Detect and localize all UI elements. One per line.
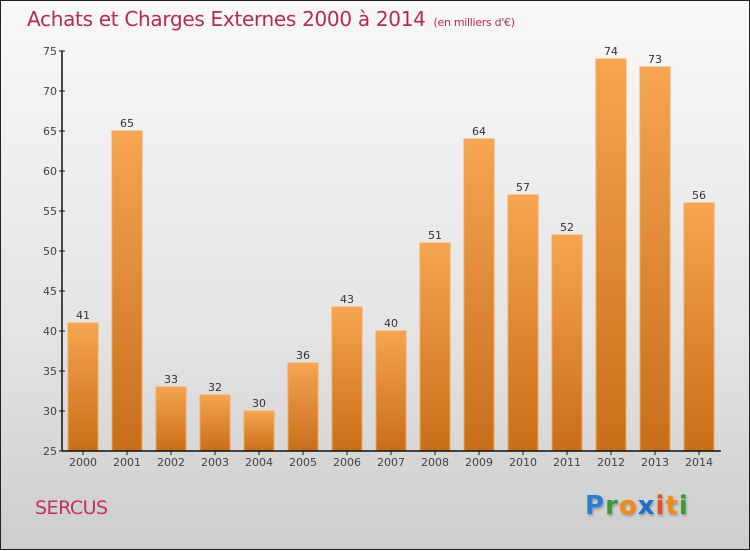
commune-name: SERCUS <box>35 497 108 519</box>
data-label-2011: 52 <box>560 221 574 234</box>
bar-2005 <box>287 362 319 452</box>
x-tick-label-2014: 2014 <box>685 456 713 469</box>
logo-letter: o <box>618 491 638 521</box>
data-label-2002: 33 <box>164 373 178 386</box>
x-tick-label-2003: 2003 <box>201 456 229 469</box>
x-tick-label-2012: 2012 <box>597 456 625 469</box>
bar-2000 <box>67 322 99 452</box>
logo-letter: i <box>678 491 689 521</box>
x-tick-label-2009: 2009 <box>465 456 493 469</box>
x-tick-label-2006: 2006 <box>333 456 361 469</box>
x-tick-label-2005: 2005 <box>289 456 317 469</box>
y-tick-label-50: 50 <box>43 245 57 258</box>
bars-group: 41 65 33 32 30 36 43 40 51 64 57 52 74 73 56 <box>67 45 715 452</box>
data-label-2001: 65 <box>120 117 134 130</box>
data-label-2005: 36 <box>296 349 310 362</box>
y-tick-label-55: 55 <box>43 205 57 218</box>
bar-2013 <box>639 66 671 452</box>
data-label-2010: 57 <box>516 181 530 194</box>
logo-letter: r <box>605 491 619 521</box>
logo-letter: P <box>585 491 606 521</box>
bar-2008 <box>419 242 451 452</box>
data-label-2009: 64 <box>472 125 486 138</box>
bar-2007 <box>375 330 407 452</box>
logo-letter: x <box>637 491 656 521</box>
data-label-2003: 32 <box>208 381 222 394</box>
x-tick-label-2004: 2004 <box>245 456 273 469</box>
data-label-2014: 56 <box>692 189 706 202</box>
bar-2003 <box>199 394 231 452</box>
y-tick-label-45: 45 <box>43 285 57 298</box>
bar-2001 <box>111 130 143 452</box>
x-tick-label-2011: 2011 <box>553 456 581 469</box>
y-tick-label-30: 30 <box>43 405 57 418</box>
data-label-2013: 73 <box>648 53 662 66</box>
y-tick-label-70: 70 <box>43 85 57 98</box>
chart-title: Achats et Charges Externes 2000 à 2014 (e… <box>27 7 515 31</box>
x-tick-label-2007: 2007 <box>377 456 405 469</box>
bar-2011 <box>551 234 583 452</box>
unit-label: (en milliers d'€) <box>433 16 515 29</box>
y-tick-label-40: 40 <box>43 325 57 338</box>
y-tick-label-25: 25 <box>43 445 57 458</box>
data-label-2007: 40 <box>384 317 398 330</box>
y-tick-label-65: 65 <box>43 125 57 138</box>
logo-letter: i <box>655 491 666 521</box>
bar-2004 <box>243 410 275 452</box>
bar-2012 <box>595 58 627 452</box>
x-tick-label-2013: 2013 <box>641 456 669 469</box>
data-label-2006: 43 <box>340 293 354 306</box>
bar-2010 <box>507 194 539 452</box>
bar-2006 <box>331 306 363 452</box>
title-text: Achats et Charges Externes 2000 à 2014 <box>27 7 426 31</box>
y-tick-label-75: 75 <box>43 45 57 58</box>
axes-group: 2000 2001 2002 2003 2004 2005 2006 2007 2008 2009… <box>43 45 721 469</box>
x-tick-label-2000: 2000 <box>69 456 97 469</box>
logo-letter: t <box>665 491 679 521</box>
x-tick-label-2002: 2002 <box>157 456 185 469</box>
data-label-2004: 30 <box>252 397 266 410</box>
proxiti-logo: Proxiti <box>585 491 689 521</box>
x-tick-label-2010: 2010 <box>509 456 537 469</box>
y-tick-label-60: 60 <box>43 165 57 178</box>
data-label-2012: 74 <box>604 45 618 58</box>
bar-2002 <box>155 386 187 452</box>
bar-2009 <box>463 138 495 452</box>
data-label-2008: 51 <box>428 229 442 242</box>
data-label-2000: 41 <box>76 309 90 322</box>
y-tick-label-35: 35 <box>43 365 57 378</box>
x-tick-label-2008: 2008 <box>421 456 449 469</box>
bar-2014 <box>683 202 715 452</box>
x-tick-label-2001: 2001 <box>113 456 141 469</box>
